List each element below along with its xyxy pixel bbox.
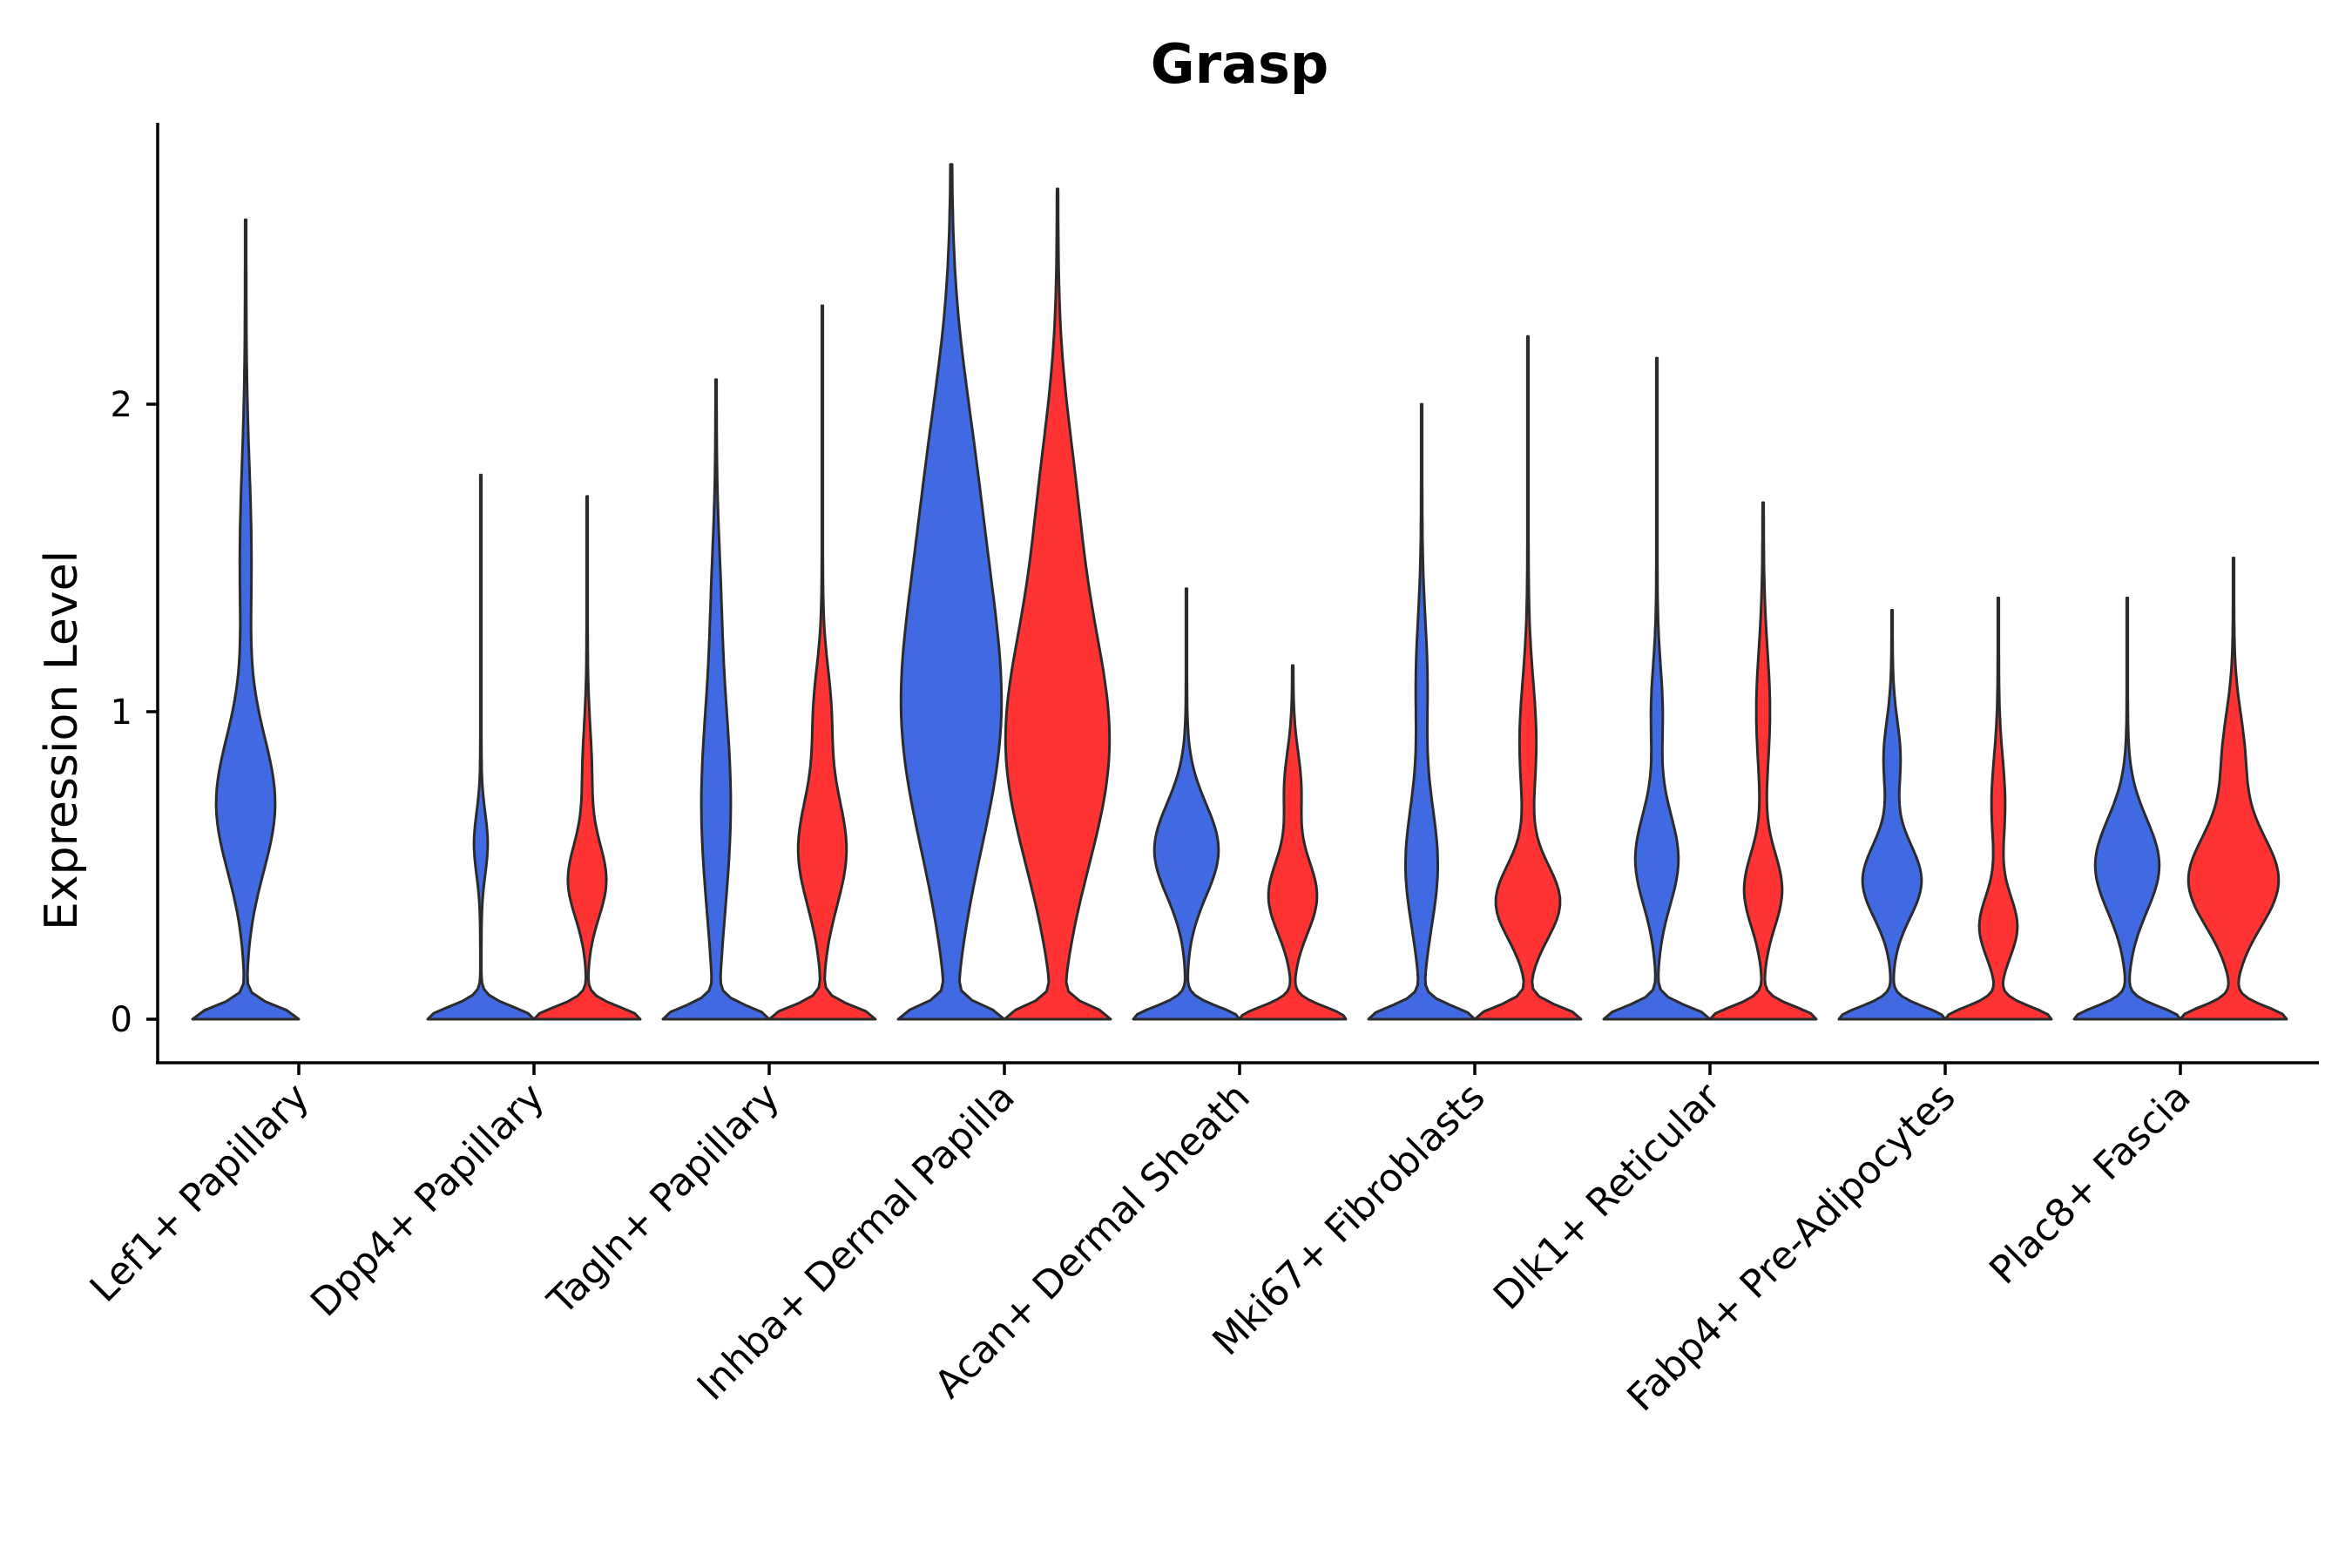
x-category-label: Tagln+ Papillary: [539, 1075, 788, 1324]
violin-2-blue: [661, 378, 771, 1021]
y-axis-label: Expression Level: [36, 551, 88, 930]
violin-8-red: [2179, 557, 2288, 1021]
violin-6-red: [1708, 501, 1818, 1021]
violin-1-blue: [426, 473, 536, 1021]
y-tick-label: 1: [111, 693, 132, 733]
x-category-label: Lef1+ Papillary: [82, 1075, 318, 1311]
axes: [156, 123, 2319, 1064]
x-category-label: Plac8+ Fascia: [1981, 1075, 2200, 1294]
violin-3-blue: [896, 163, 1006, 1021]
violin-1-red: [532, 495, 642, 1021]
violin-3-red: [1003, 187, 1112, 1021]
violin-layer: [191, 163, 2288, 1021]
violin-5-red: [1473, 335, 1583, 1021]
violin-4-red: [1238, 664, 1348, 1021]
violin-8-blue: [2072, 596, 2182, 1021]
violin-7-red: [1943, 596, 2053, 1021]
y-tick-label: 0: [111, 1000, 132, 1040]
y-tick-label: 2: [111, 385, 132, 425]
x-category-label: Mki67+ Fibroblasts: [1204, 1075, 1493, 1364]
violin-6-blue: [1602, 356, 1712, 1021]
violin-4-blue: [1132, 587, 1241, 1021]
x-category-label: Dlk1+ Reticular: [1485, 1074, 1730, 1319]
violin-7-blue: [1837, 609, 1947, 1021]
violin-0-blue: [191, 218, 301, 1021]
x-category-label: Dpp4+ Papillary: [302, 1075, 553, 1326]
chart-title: Grasp: [1151, 32, 1329, 96]
y-ticks: 0 1 2: [111, 385, 158, 1040]
violin-5-blue: [1367, 402, 1477, 1021]
violin-2-red: [767, 304, 877, 1021]
